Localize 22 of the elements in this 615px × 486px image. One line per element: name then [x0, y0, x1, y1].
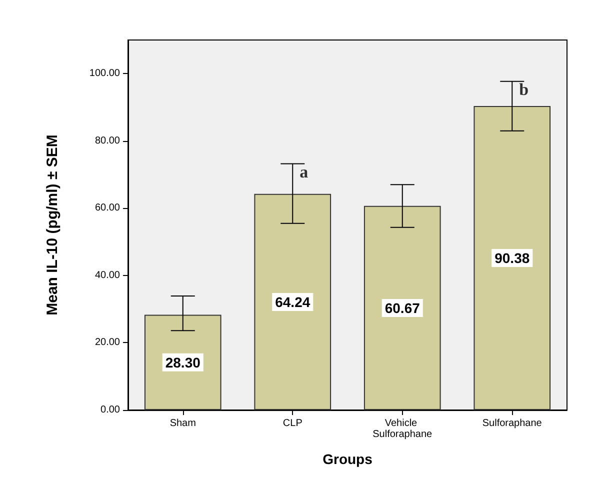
bar	[474, 106, 551, 410]
y-tick-label: 60.00	[94, 202, 120, 214]
bar	[254, 194, 332, 410]
x-tick-label: Sulforaphane	[482, 418, 542, 429]
bar	[364, 206, 441, 410]
x-tick-label: CLP	[282, 418, 303, 429]
annotation: a	[300, 162, 309, 182]
y-axis-title: Mean IL-10 (pg/ml) ± SEM	[44, 134, 61, 316]
x-tick-label: Sham	[170, 418, 196, 429]
y-tick-label: 40.00	[94, 270, 120, 281]
data-label: 64.24	[275, 294, 310, 310]
y-tick-label: 0.00	[100, 404, 120, 416]
x-axis-title: Groups	[322, 451, 373, 467]
y-tick-label: 20.00	[94, 337, 120, 348]
y-tick-label: 100.00	[89, 68, 120, 80]
y-tick-label: 80.00	[94, 135, 120, 146]
data-label: 90.38	[494, 250, 530, 266]
data-label: 60.67	[384, 300, 420, 316]
annotation: b	[519, 80, 529, 99]
x-tick-label: Vehicle Sulforaphane	[372, 418, 433, 440]
bar	[144, 314, 222, 410]
data-label: 28.30	[165, 354, 201, 370]
